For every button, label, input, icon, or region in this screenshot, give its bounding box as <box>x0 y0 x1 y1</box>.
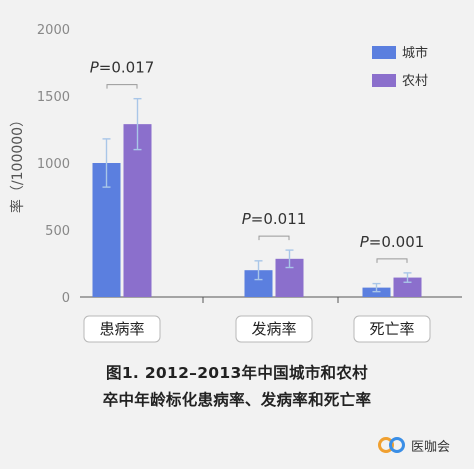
bar-农村-患病率 <box>123 124 152 297</box>
brand-logo: 医咖会 <box>377 432 450 458</box>
p-value-label: P=0.001 <box>360 233 425 251</box>
y-tick-label: 500 <box>45 224 70 239</box>
figure-caption-line2: 卒中年龄标化患病率、发病率和死亡率 <box>102 391 372 409</box>
p-value-label: P=0.011 <box>242 210 307 228</box>
link-logo-icon <box>378 437 405 453</box>
y-axis-title: 率（/100000） <box>9 113 26 213</box>
category-label: 患病率 <box>99 320 144 338</box>
significance-bracket <box>376 258 408 263</box>
y-tick-label: 0 <box>62 291 70 306</box>
y-tick-label: 1500 <box>37 90 70 105</box>
legend-label: 城市 <box>402 45 428 61</box>
category-label-box <box>353 315 431 343</box>
p-value-label: P=0.017 <box>90 59 155 77</box>
legend-label: 农村 <box>402 74 428 89</box>
bar-chart: 0 500 1000 1500 2000 率（/100000） P=0.017 患病率 P=0.… <box>9 23 462 343</box>
bar-农村-死亡率 <box>393 277 422 297</box>
category-label: 发病率 <box>251 320 296 338</box>
figure-caption-line1: 图1. 2012–2013年中国城市和农村 <box>106 364 368 382</box>
y-tick-label: 1000 <box>37 157 70 172</box>
category-label-box <box>235 315 313 343</box>
significance-bracket <box>106 84 138 89</box>
category-label-box <box>83 315 161 343</box>
significance-bracket <box>258 235 290 241</box>
brand-name: 医咖会 <box>411 439 451 455</box>
legend-swatch-农村 <box>372 74 396 87</box>
legend-swatch-城市 <box>372 46 396 59</box>
category-label: 死亡率 <box>369 320 414 338</box>
y-tick-label: 2000 <box>37 23 70 38</box>
